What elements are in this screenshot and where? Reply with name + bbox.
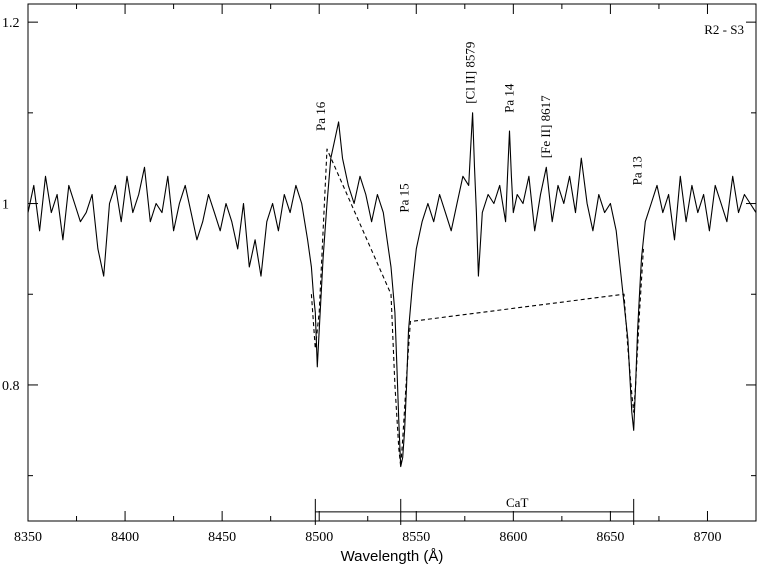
x-tick-label: 8400: [111, 530, 139, 545]
y-tick-label: 1.2: [2, 16, 20, 31]
cat-label: CaT: [506, 495, 528, 510]
fit-series-dashed: [310, 148, 644, 468]
line-annotation-label: Pa 13: [629, 156, 644, 185]
cat-bracket: CaT: [314, 495, 635, 525]
y-axis: 0.8 1 1.2: [2, 16, 756, 477]
panel-label: R2 - S3: [704, 22, 744, 37]
x-tick-label: 8550: [402, 530, 430, 545]
x-tick-label: 8500: [305, 530, 333, 545]
spectrum-series-solid: [27, 112, 757, 468]
y-tick-label: 0.8: [2, 379, 20, 394]
x-tick-label: 8650: [596, 530, 624, 545]
line-annotation-label: Pa 16: [313, 101, 328, 131]
x-axis: 8350 8400 8450 8500 8550 8600 8650 8700: [14, 4, 721, 545]
line-annotation-label: [Cl II] 8579: [463, 42, 478, 104]
x-tick-label: 8700: [693, 530, 721, 545]
line-annotation-label: [Fe II] 8617: [538, 95, 553, 158]
x-axis-title: Wavelength (Å): [341, 548, 444, 565]
x-tick-label: 8600: [499, 530, 527, 545]
line-annotation-label: Pa 15: [397, 183, 412, 212]
line-annotation-label: Pa 14: [501, 83, 516, 113]
x-tick-label: 8350: [14, 530, 42, 545]
line-annotations: Pa 16 Pa 15 [Cl II] 8579 Pa 14 [Fe II] 8617 P…: [313, 42, 644, 213]
series-layer: [27, 112, 757, 468]
y-tick-label: 1: [2, 198, 9, 213]
x-tick-label: 8450: [208, 530, 236, 545]
plot-frame: [27, 3, 757, 522]
